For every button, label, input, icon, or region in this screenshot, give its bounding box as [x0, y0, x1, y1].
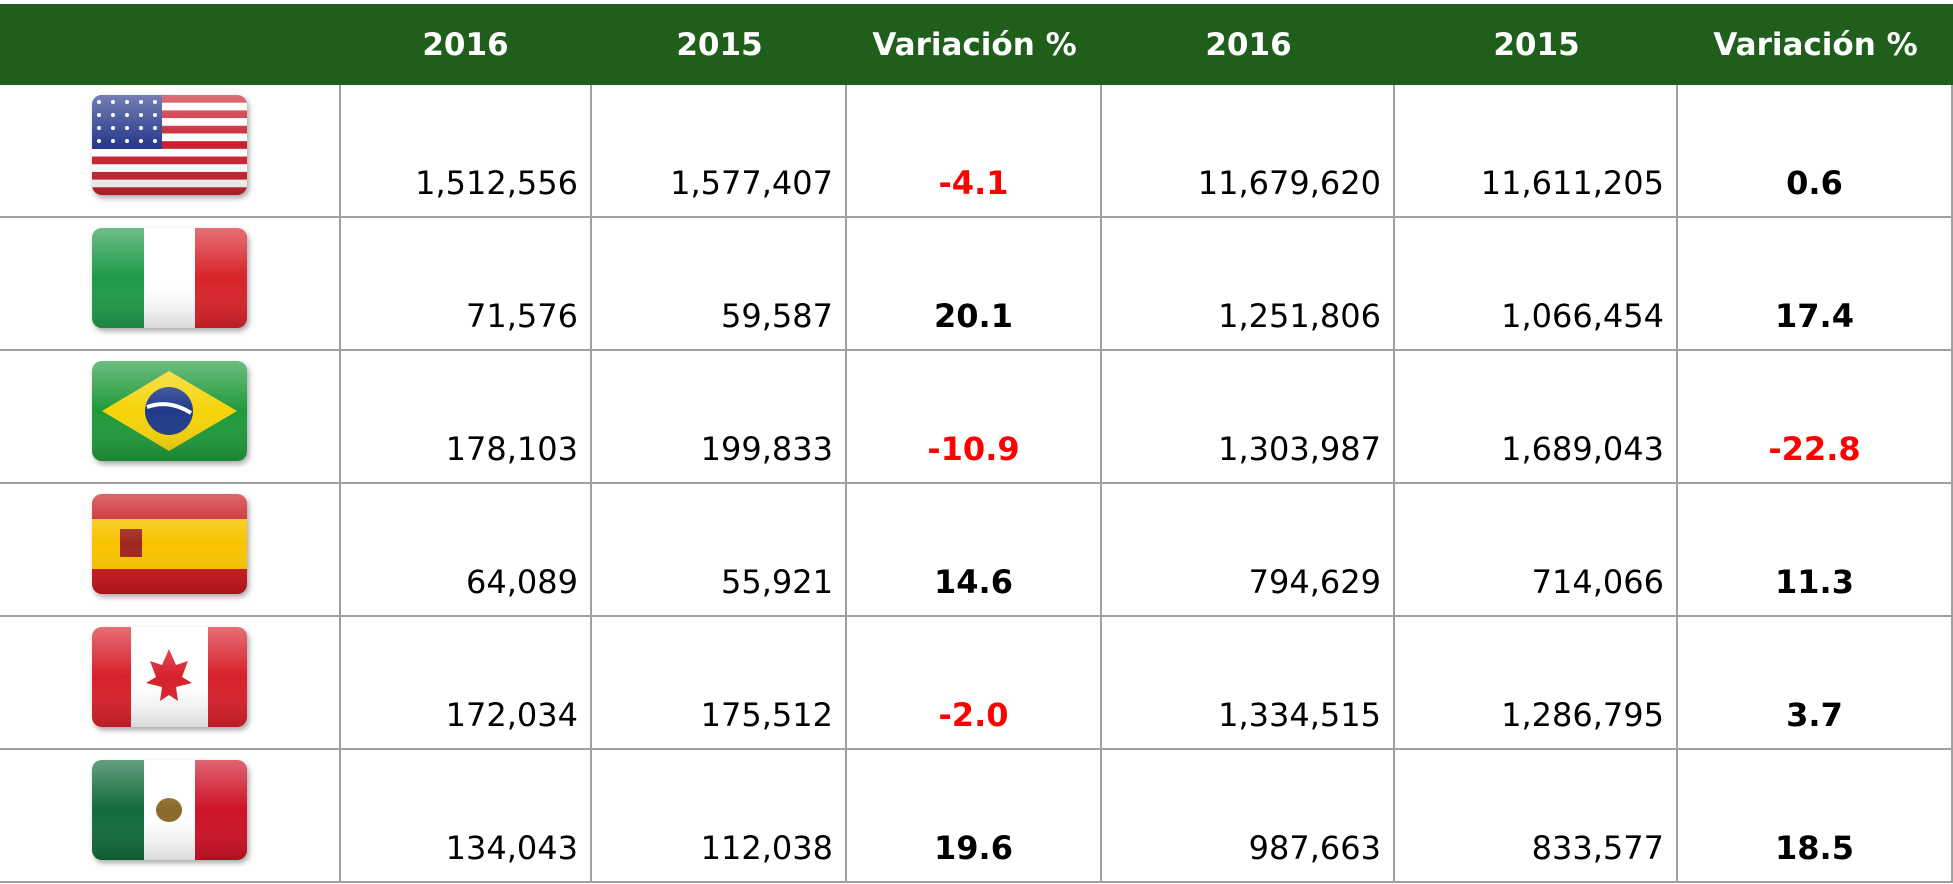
variation-cell: 0.6	[1678, 85, 1953, 218]
value-cell: 59,587	[592, 218, 847, 351]
variation-cell: -4.1	[847, 85, 1102, 218]
country-flag-cell	[0, 351, 339, 484]
value-cell: 112,038	[592, 750, 847, 883]
value-cell: 794,629	[1102, 484, 1395, 617]
flag	[92, 228, 247, 328]
variation-cell: 17.4	[1678, 218, 1953, 351]
variation-cell: 20.1	[847, 218, 1102, 351]
value-cell: 1,286,795	[1395, 617, 1678, 750]
value-cell: 55,921	[592, 484, 847, 617]
column-header: Variación %	[1713, 26, 1918, 63]
value-cell: 1,512,556	[339, 85, 592, 218]
column-header: 2016	[422, 26, 509, 63]
value-cell: 71,576	[339, 218, 592, 351]
value-cell: 64,089	[339, 484, 592, 617]
column-header: Variación %	[872, 26, 1077, 63]
value-cell: 1,334,515	[1102, 617, 1395, 750]
value-cell: 987,663	[1102, 750, 1395, 883]
flag	[92, 760, 247, 860]
variation-cell: 19.6	[847, 750, 1102, 883]
variation-cell: 18.5	[1678, 750, 1953, 883]
value-cell: 178,103	[339, 351, 592, 484]
column-header: 2016	[1205, 26, 1292, 63]
country-flag-cell	[0, 85, 339, 218]
value-cell: 1,066,454	[1395, 218, 1678, 351]
variation-cell: -10.9	[847, 351, 1102, 484]
value-cell: 175,512	[592, 617, 847, 750]
value-cell: 134,043	[339, 750, 592, 883]
header-top-line	[339, 0, 1953, 4]
value-cell: 11,611,205	[1395, 85, 1678, 218]
value-cell: 1,251,806	[1102, 218, 1395, 351]
value-cell: 172,034	[339, 617, 592, 750]
flag	[92, 361, 247, 461]
column-header: 2015	[1493, 26, 1580, 63]
variation-cell: 14.6	[847, 484, 1102, 617]
variation-cell: 3.7	[1678, 617, 1953, 750]
value-cell: 11,679,620	[1102, 85, 1395, 218]
header-background	[0, 4, 1953, 85]
variation-cell: -22.8	[1678, 351, 1953, 484]
flag	[92, 494, 247, 594]
variation-cell: -2.0	[847, 617, 1102, 750]
country-flag-cell	[0, 617, 339, 750]
value-cell: 714,066	[1395, 484, 1678, 617]
value-cell: 1,577,407	[592, 85, 847, 218]
country-flag-cell	[0, 484, 339, 617]
value-cell: 199,833	[592, 351, 847, 484]
value-cell: 1,303,987	[1102, 351, 1395, 484]
value-cell: 1,689,043	[1395, 351, 1678, 484]
column-header: 2015	[676, 26, 763, 63]
variation-cell: 11.3	[1678, 484, 1953, 617]
flag	[92, 95, 247, 195]
header-row: 2016 2015 Variación % 2016 2015 Variación %	[0, 0, 1953, 85]
country-flag-cell	[0, 218, 339, 351]
country-flag-cell	[0, 750, 339, 883]
value-cell: 833,577	[1395, 750, 1678, 883]
flag	[92, 627, 247, 727]
